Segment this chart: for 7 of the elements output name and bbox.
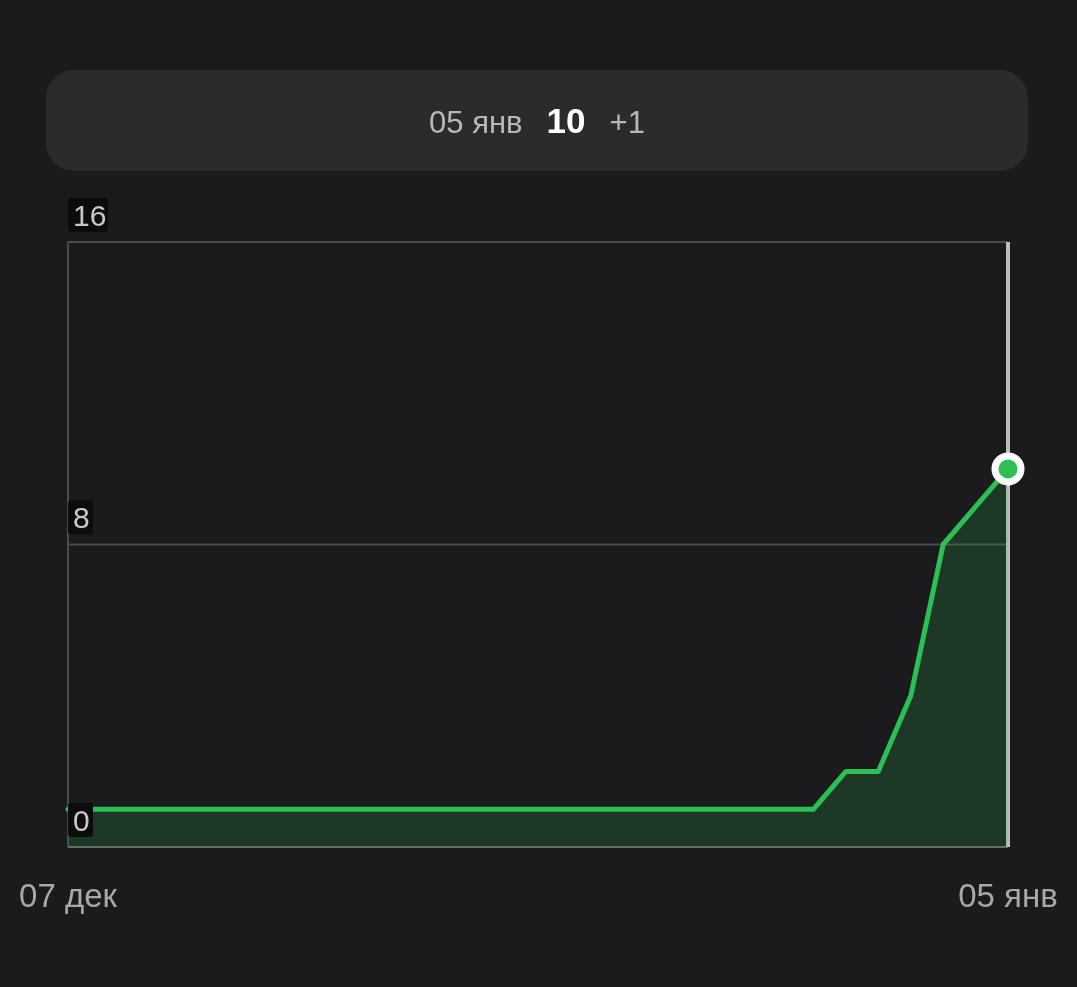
text: +1 — [609, 105, 645, 140]
text: 10 — [546, 101, 586, 140]
y-tick-label: 0 — [73, 803, 90, 837]
text: 05 янв — [429, 105, 523, 140]
y-tick-label: 8 — [73, 501, 90, 534]
x-tick-label: 07 дек — [19, 877, 118, 914]
y-tick-label: 16 — [73, 198, 107, 232]
